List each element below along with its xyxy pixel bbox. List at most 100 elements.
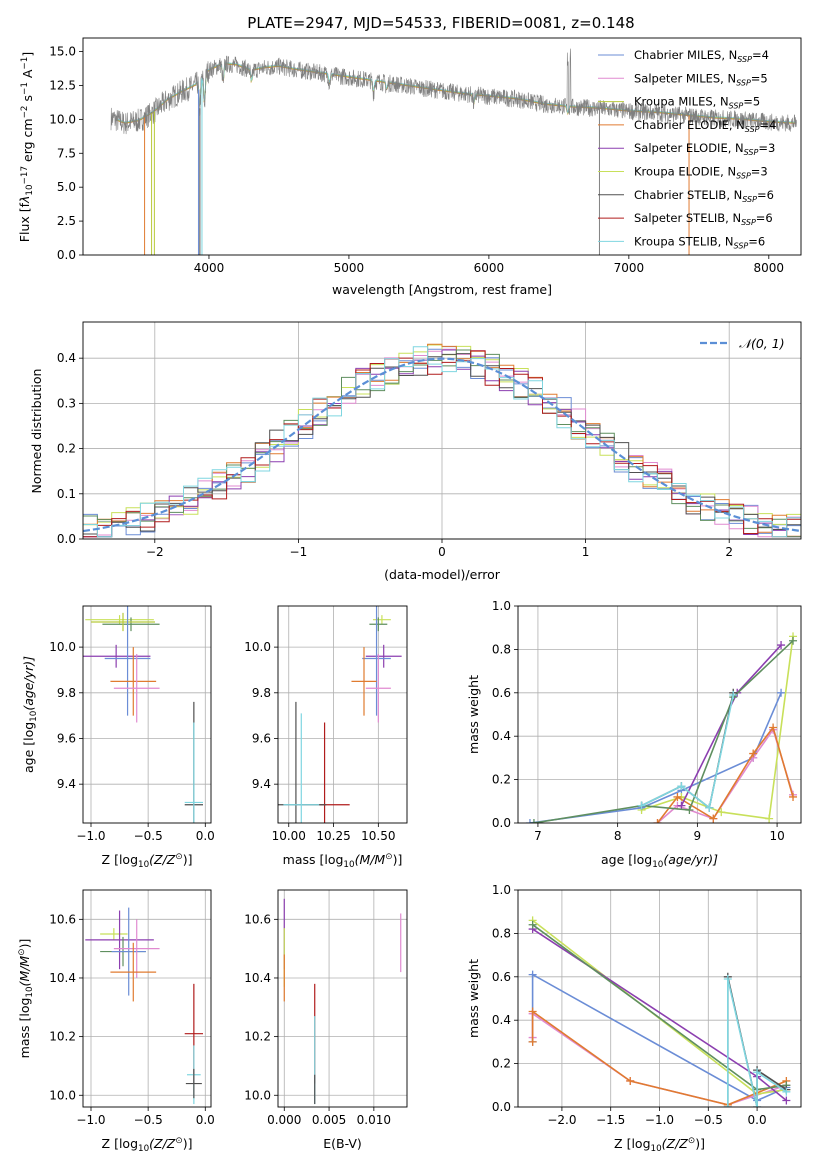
label-part: Flux [f [17, 202, 32, 242]
label-part: ⊙ [175, 1136, 182, 1146]
weight-marker [765, 814, 774, 823]
x-axis-label: age [log10(age/yr)] [601, 852, 718, 870]
y-tick-label: 0.0 [57, 248, 76, 262]
label-part: λ [17, 196, 32, 204]
y-tick-label: 1.0 [492, 599, 511, 613]
y-tick-label: 10.0 [49, 640, 76, 654]
label-part: (M/M [355, 852, 386, 867]
label-part: (age/yr)] [21, 656, 36, 711]
label-part: 10 [343, 860, 354, 870]
x-tick-label: −2.0 [547, 1113, 576, 1127]
y-axis-label: mass [log10(M/M⊙)] [17, 939, 35, 1059]
error-bar-point [83, 644, 151, 668]
x-tick-label: 10.25 [316, 829, 350, 843]
y-tick-label: 9.6 [252, 731, 271, 745]
legend-label-text: Chabrier ELODIE, N [634, 118, 745, 132]
weight-series-line [656, 725, 794, 823]
y-tick-label: 10.0 [49, 1088, 76, 1102]
weight-marker [729, 690, 738, 699]
y-tick-label: 9.8 [57, 686, 76, 700]
age-vs-metallicity-panel: −1.0 −0.5 0.09.49.69.810.0Z [log10(Z/Z⊙)]a… [21, 605, 215, 870]
y-axis-label: mass weight [466, 959, 481, 1038]
y-tick-label: 0.6 [492, 686, 511, 700]
legend-label: Salpeter ELODIE, NSSP=3 [634, 141, 775, 157]
weight-marker [529, 819, 538, 823]
error-bar-point [372, 615, 391, 625]
legend-label-value: =6 [748, 234, 765, 248]
weight-marker [753, 1068, 762, 1077]
legend-label-text: Chabrier STELIB, N [634, 188, 742, 202]
error-bar-point [362, 606, 391, 716]
histogram-step-line [83, 346, 801, 538]
weight-marker [528, 970, 537, 979]
label-part: )] [393, 852, 403, 867]
label-part: mass [log [17, 998, 32, 1059]
legend-label: Salpeter MILES, NSSP=5 [634, 71, 768, 87]
weight-marker [673, 792, 682, 801]
y-tick-label: 0.0 [57, 532, 76, 546]
legend-label-sub: SSP [734, 241, 749, 250]
x-tick-label: 2 [725, 545, 733, 559]
legend-label-value: =6 [757, 188, 774, 202]
x-tick-label: 4000 [194, 261, 225, 275]
x-axis-label: Z [log10(Z/Z⊙)] [102, 852, 193, 870]
y-tick-label: 10.6 [49, 912, 76, 926]
y-tick-label: 0.2 [57, 442, 76, 456]
spectrum-panel: 4000 5000 6000 7000 8000 0.0 2.5 5.0 7.5 10.0 12.5… [17, 37, 802, 297]
y-tick-label: 9.8 [252, 686, 271, 700]
legend-label-value: =4 [760, 118, 777, 132]
weight-marker [777, 688, 786, 697]
legend-label-value: =5 [751, 71, 768, 85]
legend-label: Kroupa ELODIE, NSSP=3 [634, 165, 768, 181]
error-bar-point [365, 644, 402, 668]
weight-marker [528, 1037, 537, 1046]
legend-label-sub: SSP [736, 78, 751, 87]
axes-frame [517, 889, 802, 1108]
label-part: −2 [20, 106, 30, 119]
y-tick-label: 0.4 [492, 1013, 511, 1027]
weight-marker [749, 749, 758, 758]
x-tick-label: 10 [769, 829, 784, 843]
y-axis-label: mass weight [466, 675, 481, 754]
legend-label-sub: SSP [745, 125, 760, 134]
x-tick-label: 0.000 [267, 1113, 301, 1127]
weight-marker [723, 1103, 732, 1107]
error-bar-point [365, 653, 391, 723]
y-tick-label: 10.2 [49, 1030, 76, 1044]
label-part: )] [17, 939, 32, 949]
label-part: )] [183, 1136, 193, 1151]
weight-marker [637, 801, 646, 810]
y-tick-label: 0.2 [492, 773, 511, 787]
legend-label: Kroupa MILES, NSSP=5 [634, 95, 760, 111]
label-part: A [20, 69, 35, 82]
weight-marker [717, 808, 726, 817]
weight-series-line [727, 978, 787, 1107]
weight-marker [677, 801, 686, 810]
x-tick-label: 0.0 [196, 829, 215, 843]
error-bar-point [283, 713, 320, 823]
weight-marker [723, 974, 732, 983]
legend-label: Chabrier STELIB, NSSP=6 [634, 188, 774, 204]
x-tick-label: −0.5 [134, 1113, 163, 1127]
y-tick-label: 10.0 [244, 640, 271, 654]
age-vs-mass-panel: 10.00 10.25 10.50 9.4 9.6 9.8 10.0 mass [log10(… [244, 605, 408, 870]
label-part: (Z/Z [149, 852, 176, 867]
error-bar-point [113, 919, 160, 978]
legend-label-value: =3 [758, 141, 775, 155]
x-tick-label: 8000 [754, 261, 785, 275]
legend-label: Salpeter STELIB, NSSP=6 [634, 211, 773, 227]
weight-series-line [680, 644, 782, 806]
x-axis-label: E(B-V) [323, 1136, 362, 1151]
y-tick-label: 0.8 [492, 642, 511, 656]
legend-label-sub: SSP [736, 172, 751, 181]
label-part: erg cm [20, 118, 35, 166]
x-tick-label: 7 [534, 829, 542, 843]
legend-label-text: Kroupa MILES, N [634, 95, 729, 109]
x-tick-label: −1.0 [76, 829, 105, 843]
scatter-plot-area [85, 907, 203, 1105]
error-bar-point [104, 606, 151, 716]
observed-spectrum-line [110, 48, 797, 135]
y-tick-label: 0.3 [57, 396, 76, 410]
y-tick-label: 10.4 [244, 971, 271, 985]
legend-label-text: Kroupa STELIB, N [634, 234, 734, 248]
